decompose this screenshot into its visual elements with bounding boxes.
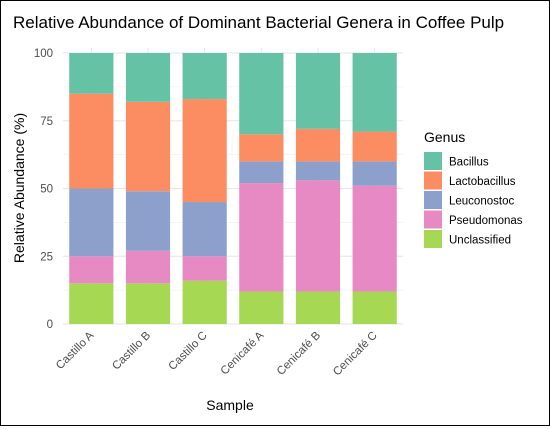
legend-swatch-unclassified [424,230,442,248]
bar-segment-pseudomonas [182,256,227,281]
bar-segment-bacillus [125,53,171,102]
bars [69,53,397,324]
y-tick-label: 25 [40,251,53,263]
y-tick-label: 100 [34,48,53,60]
legend-title: Genus [424,129,465,145]
bar-segment-pseudomonas [125,250,171,284]
x-axis: Castillo A Castillo B Castillo C Cenicafé A… [54,329,380,378]
bar-segment-lactobacillus [125,101,171,192]
legend-swatch-bacillus [424,152,442,170]
bar-segment-unclassified [352,291,397,324]
bar-segment-bacillus [182,53,227,100]
bar-segment-unclassified [69,283,114,324]
bar-segment-leuconostoc [352,161,397,186]
legend-label-bacillus: Bacillus [449,157,489,169]
bar-segment-leuconostoc [295,161,341,181]
bar-segment-lactobacillus [182,99,227,203]
x-axis-title: Sample [206,397,254,413]
x-tick-label: Cenicafé A [219,329,267,377]
bar-segment-unclassified [239,291,284,324]
legend: Genus Bacillus Lactobacillus Leuconostoc Ps… [424,129,523,248]
y-tick-label: 75 [40,116,53,128]
legend-label-pseudomonas: Pseudomonas [449,215,523,227]
legend-swatch-lactobacillus [424,171,442,190]
bar-segment-pseudomonas [69,256,114,284]
y-tick-label: 0 [47,319,53,331]
bar-segment-lactobacillus [352,131,397,162]
bar-segment-unclassified [182,280,227,324]
x-tick-label: Castillo B [110,329,153,372]
legend-swatch-leuconostoc [424,191,442,209]
legend-label-leuconostoc: Leuconostoc [449,196,514,208]
bar-segment-bacillus [239,53,284,135]
legend-label-lactobacillus: Lactobacillus [449,176,516,188]
bar-segment-unclassified [295,291,341,324]
bar-segment-pseudomonas [239,183,284,292]
legend-label-unclassified: Unclassified [449,235,511,247]
bar-segment-lactobacillus [295,128,341,162]
bar-segment-leuconostoc [239,161,284,184]
bar-segment-lactobacillus [239,134,284,162]
legend-swatch-pseudomonas [424,210,442,229]
y-axis-title: Relative Abundance (%) [11,113,27,263]
bar-segment-lactobacillus [69,93,114,189]
y-axis: 0 25 50 75 100 [34,48,53,331]
x-tick-label: Castillo A [54,329,97,372]
x-tick-label: Cenicafé C [331,330,380,379]
bar-segment-unclassified [125,283,171,324]
bar-segment-pseudomonas [295,180,341,292]
bar-segment-bacillus [352,53,397,132]
bar-segment-bacillus [69,53,114,94]
grid [63,48,403,325]
x-tick-label: Castillo C [166,330,209,373]
bar-segment-leuconostoc [69,188,114,257]
chart-title: Relative Abundance of Dominant Bacterial… [13,13,504,32]
bar-segment-pseudomonas [352,185,397,292]
bar-segment-leuconostoc [125,191,171,251]
bar-segment-bacillus [295,53,341,129]
y-tick-label: 50 [40,184,53,196]
bar-segment-leuconostoc [182,202,227,257]
x-tick-label: Cenicafé B [275,329,323,377]
